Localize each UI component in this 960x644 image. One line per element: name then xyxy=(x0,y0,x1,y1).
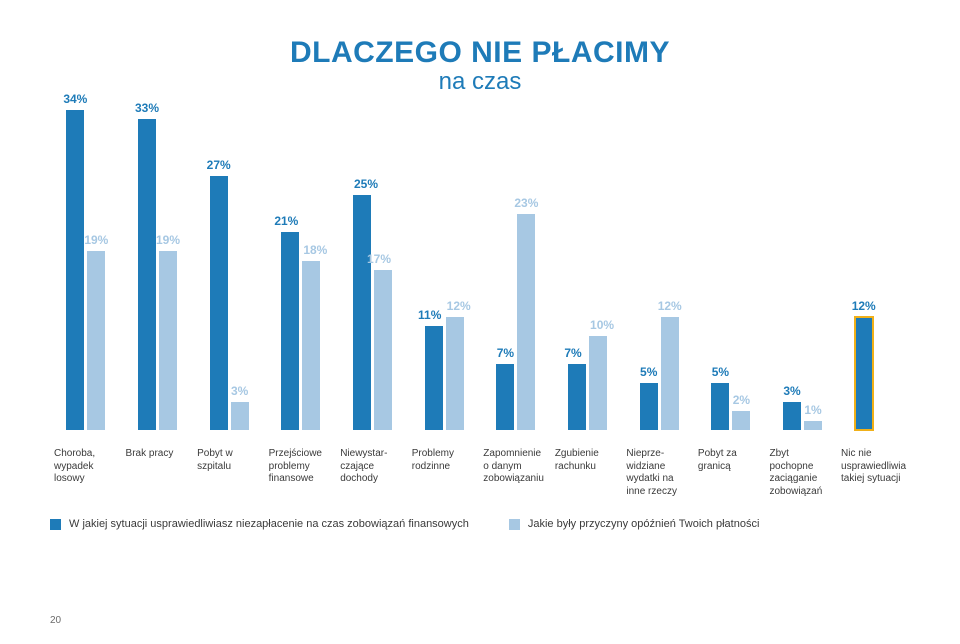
bar-pair: 25%17% xyxy=(353,110,392,430)
series1-bar: 7% xyxy=(568,364,586,430)
chart-title-block: DLACZEGO NIE PŁACIMY na czas xyxy=(50,36,910,96)
bar-pair: 12% xyxy=(855,110,894,430)
bar-group: 11%12% xyxy=(408,110,480,430)
series1-value-label: 34% xyxy=(63,92,87,106)
series1-value-label: 27% xyxy=(207,158,231,172)
x-axis-label: Brak pracy xyxy=(122,448,194,498)
series1-value-label: 7% xyxy=(564,346,581,360)
bar-pair: 7%23% xyxy=(496,110,535,430)
series2-value-label: 19% xyxy=(156,233,180,247)
x-axis-label: Nieprze­widziane wydatki na inne rzeczy xyxy=(622,448,694,498)
chart-title-main: DLACZEGO NIE PŁACIMY xyxy=(50,36,910,70)
chart-title-sub: na czas xyxy=(50,68,910,96)
bar-group: 33%19% xyxy=(122,110,194,430)
page-root: DLACZEGO NIE PŁACIMY na czas 34%19%33%19… xyxy=(0,0,960,644)
legend-item: Jakie były przyczyny opóźnień Twoich pła… xyxy=(509,518,760,530)
bar-group: 12% xyxy=(838,110,910,430)
bar-group: 3%1% xyxy=(767,110,839,430)
series2-value-label: 10% xyxy=(590,318,614,332)
series2-value-label: 12% xyxy=(658,299,682,313)
series2-bar: 2% xyxy=(732,411,750,430)
series2-value-label: 19% xyxy=(84,233,108,247)
series2-value-label: 2% xyxy=(733,393,750,407)
bar-pair: 34%19% xyxy=(66,110,105,430)
series2-value-label: 23% xyxy=(514,196,538,210)
series1-value-label: 11% xyxy=(418,308,441,322)
series1-value-label: 33% xyxy=(135,101,159,115)
series1-bar: 5% xyxy=(640,383,658,430)
series1-bar: 33% xyxy=(138,119,156,430)
bar-group: 5%12% xyxy=(623,110,695,430)
bar-pair: 11%12% xyxy=(425,110,464,430)
x-axis-label: Nic nie usprawiedliwia takiej sytuacji xyxy=(837,448,910,498)
series1-bar: 7% xyxy=(496,364,514,430)
x-axis-label: Problemy rodzinne xyxy=(408,448,480,498)
bar-group: 7%10% xyxy=(552,110,624,430)
bar-pair: 7%10% xyxy=(568,110,607,430)
series2-bar: 23% xyxy=(517,214,535,430)
bar-group: 27%3% xyxy=(193,110,265,430)
chart-area: 34%19%33%19%27%3%21%18%25%17%11%12%7%23%… xyxy=(50,110,910,490)
bar-pair: 27%3% xyxy=(210,110,249,430)
series1-bar: 11% xyxy=(425,326,443,430)
series1-value-label: 12% xyxy=(852,299,876,313)
series2-bar: 1% xyxy=(804,421,822,430)
x-axis-label: Pobyt w szpitalu xyxy=(193,448,265,498)
x-axis-label: Pobyt za granicą xyxy=(694,448,766,498)
legend-label: W jakiej sytuacji usprawiedliwiasz nieza… xyxy=(69,518,469,530)
series1-bar: 21% xyxy=(281,232,299,430)
series1-bar: 34% xyxy=(66,110,84,430)
series1-bar: 27% xyxy=(210,176,228,430)
x-axis-label: Zapomnienie o danym zobowiązaniu xyxy=(479,448,551,498)
series2-bar: 19% xyxy=(87,251,105,430)
x-axis-label: Zgubienie rachunku xyxy=(551,448,623,498)
legend-label: Jakie były przyczyny opóźnień Twoich pła… xyxy=(528,518,760,530)
series2-bar: 18% xyxy=(302,261,320,430)
series1-value-label: 25% xyxy=(354,177,378,191)
series1-value-label: 3% xyxy=(783,384,800,398)
series2-value-label: 3% xyxy=(231,384,248,398)
series1-value-label: 5% xyxy=(640,365,657,379)
bar-pair: 33%19% xyxy=(138,110,177,430)
series2-value-label: 18% xyxy=(303,243,327,257)
bar-pair: 5%12% xyxy=(640,110,679,430)
series2-bar: 12% xyxy=(446,317,464,430)
page-number: 20 xyxy=(50,615,61,626)
bar-group: 25%17% xyxy=(337,110,409,430)
bar-group: 34%19% xyxy=(50,110,122,430)
series1-value-label: 21% xyxy=(274,214,298,228)
series2-value-label: 12% xyxy=(447,299,471,313)
bar-pair: 3%1% xyxy=(783,110,822,430)
legend: W jakiej sytuacji usprawiedliwiasz nieza… xyxy=(50,518,910,538)
bar-pair: 21%18% xyxy=(281,110,320,430)
series1-bar: 3% xyxy=(783,402,801,430)
series2-bar: 10% xyxy=(589,336,607,430)
x-axis-labels: Choroba, wypadek losowyBrak pracyPobyt w… xyxy=(50,448,910,498)
x-axis-label: Przejściowe problemy finansowe xyxy=(265,448,337,498)
bar-group: 7%23% xyxy=(480,110,552,430)
series1-value-label: 7% xyxy=(497,346,514,360)
series2-bar: 3% xyxy=(231,402,249,430)
bar-group: 21%18% xyxy=(265,110,337,430)
x-axis-label: Niewystar­czające dochody xyxy=(336,448,408,498)
series2-bar: 12% xyxy=(661,317,679,430)
legend-swatch xyxy=(509,519,520,530)
bar-group: 5%2% xyxy=(695,110,767,430)
x-axis-label: Zbyt pochopne zaciąganie zobowiązań xyxy=(765,448,837,498)
series1-bar: 5% xyxy=(711,383,729,430)
series2-bar: 19% xyxy=(159,251,177,430)
bar-pair: 5%2% xyxy=(711,110,750,430)
x-axis-label: Choroba, wypadek losowy xyxy=(50,448,122,498)
series2-value-label: 17% xyxy=(367,252,391,266)
series2-value-label: 1% xyxy=(804,403,821,417)
series2-bar: 17% xyxy=(374,270,392,430)
series1-value-label: 5% xyxy=(712,365,729,379)
legend-item: W jakiej sytuacji usprawiedliwiasz nieza… xyxy=(50,518,469,530)
series1-bar: 25% xyxy=(353,195,371,430)
series1-bar: 12% xyxy=(855,317,873,430)
bar-chart: 34%19%33%19%27%3%21%18%25%17%11%12%7%23%… xyxy=(50,110,910,430)
legend-swatch xyxy=(50,519,61,530)
